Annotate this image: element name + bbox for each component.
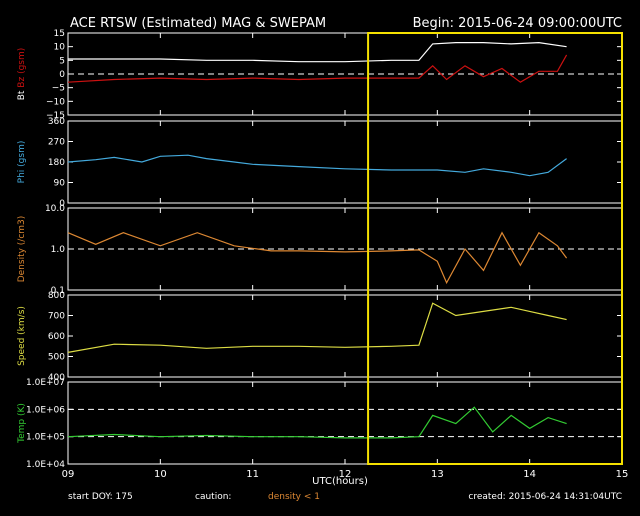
highlight-box	[367, 32, 624, 465]
y-tick-label: 400	[48, 373, 65, 383]
series-line-bz	[67, 54, 568, 83]
y-axis-label-part: Temp	[17, 419, 27, 444]
y-axis-label-temp: Temp (K)	[17, 403, 27, 444]
y-tick-label: 360	[48, 117, 65, 127]
x-tick-label: 09	[62, 469, 75, 480]
x-axis-label: UTC(hours)	[312, 476, 368, 487]
panel-phi: 360 270 180 90 0 Phi (gsm)	[17, 117, 623, 209]
footer-start-doy: start DOY: 175	[68, 492, 133, 502]
x-tick-label: 13	[431, 469, 444, 480]
y-axis-label-part: Bt	[17, 90, 27, 100]
y-tick-label: −10	[46, 97, 65, 107]
y-tick-label: 1.0E+06	[26, 405, 65, 415]
panel-frame-speed	[67, 294, 623, 378]
y-axis-label-density: Density (/cm3)	[17, 216, 27, 283]
series-line-phi	[67, 154, 567, 177]
y-axis-label-part: (/cm3)	[17, 216, 27, 248]
y-tick-label: 800	[48, 291, 65, 301]
y-axis-label-part: (gsm)	[17, 141, 27, 170]
y-axis-label-part: Bz	[17, 77, 27, 91]
series-line-density	[67, 231, 568, 285]
y-tick-label: 600	[48, 332, 65, 342]
panel-temp: 1.0E+07 1.0E+06 1.0E+05 1.0E+04 Temp (K)	[17, 378, 623, 470]
series-line-speed	[67, 302, 567, 353]
y-axis-label-part: (gsm)	[17, 48, 27, 77]
chart-title: ACE RTSW (Estimated) MAG & SWEPAM	[70, 16, 326, 31]
x-tick-label: 11	[246, 469, 259, 480]
y-tick-label: 1.0E+04	[26, 460, 65, 470]
y-tick-label: 0	[59, 199, 65, 209]
panel-density: 10.0 1.0 0.1 Density (/cm3)	[17, 204, 623, 296]
y-tick-label: 90	[54, 179, 66, 189]
y-axis-label-phi: Phi (gsm)	[17, 141, 27, 184]
y-tick-label: 500	[48, 353, 65, 363]
y-axis-label-part: Phi	[17, 170, 27, 184]
footer-created: created: 2015-06-24 14:31:04UTC	[468, 492, 622, 502]
y-tick-label: −15	[46, 111, 65, 121]
y-tick-label: 0.1	[51, 286, 65, 296]
y-tick-label: 15	[54, 29, 65, 39]
y-axis-label-speed: Speed (km/s)	[17, 306, 27, 366]
y-tick-label: 5	[59, 56, 65, 66]
x-axis: 09 10 11 12 13 14 15	[62, 33, 629, 480]
x-tick-label: 10	[154, 469, 167, 480]
footer-density-note: density < 1	[268, 492, 320, 502]
panel-mag: 15 10 5 0 −5 −10 −15 Bt Bz (gsm)	[17, 29, 623, 121]
x-tick-label: 14	[523, 469, 536, 480]
series-line-temp	[67, 406, 567, 439]
y-tick-label: 700	[48, 312, 65, 322]
y-tick-label: 10.0	[45, 204, 65, 214]
y-axis-label-mag: Bt Bz (gsm)	[17, 48, 27, 101]
y-tick-label: −5	[52, 84, 65, 94]
series-line-bt	[68, 41, 567, 63]
y-tick-label: 1.0E+05	[26, 433, 65, 443]
panels: 15 10 5 0 −5 −10 −15 Bt Bz (gsm) 360 270 180 90 0 Phi…	[17, 29, 623, 470]
y-tick-label: 270	[48, 138, 65, 148]
y-axis-label-part: Density	[17, 247, 27, 282]
x-tick-label: 15	[616, 469, 629, 480]
y-axis-label-part: Speed	[17, 338, 27, 366]
footer-caution: caution:	[195, 492, 231, 502]
y-tick-label: 0	[59, 70, 65, 80]
y-axis-label-part: (K)	[17, 403, 27, 419]
panel-speed: 800 700 600 500 400 Speed (km/s)	[17, 291, 623, 383]
x-tick-label: 12	[339, 469, 352, 480]
y-tick-label: 1.0	[51, 245, 66, 255]
y-tick-label: 1.0E+07	[26, 378, 65, 388]
y-axis-label-part: (km/s)	[17, 306, 27, 338]
panel-frame-phi	[67, 120, 623, 204]
y-tick-label: 10	[54, 43, 66, 53]
y-tick-label: 180	[48, 158, 65, 168]
begin-time: Begin: 2015-06-24 09:00:00UTC	[413, 16, 622, 31]
